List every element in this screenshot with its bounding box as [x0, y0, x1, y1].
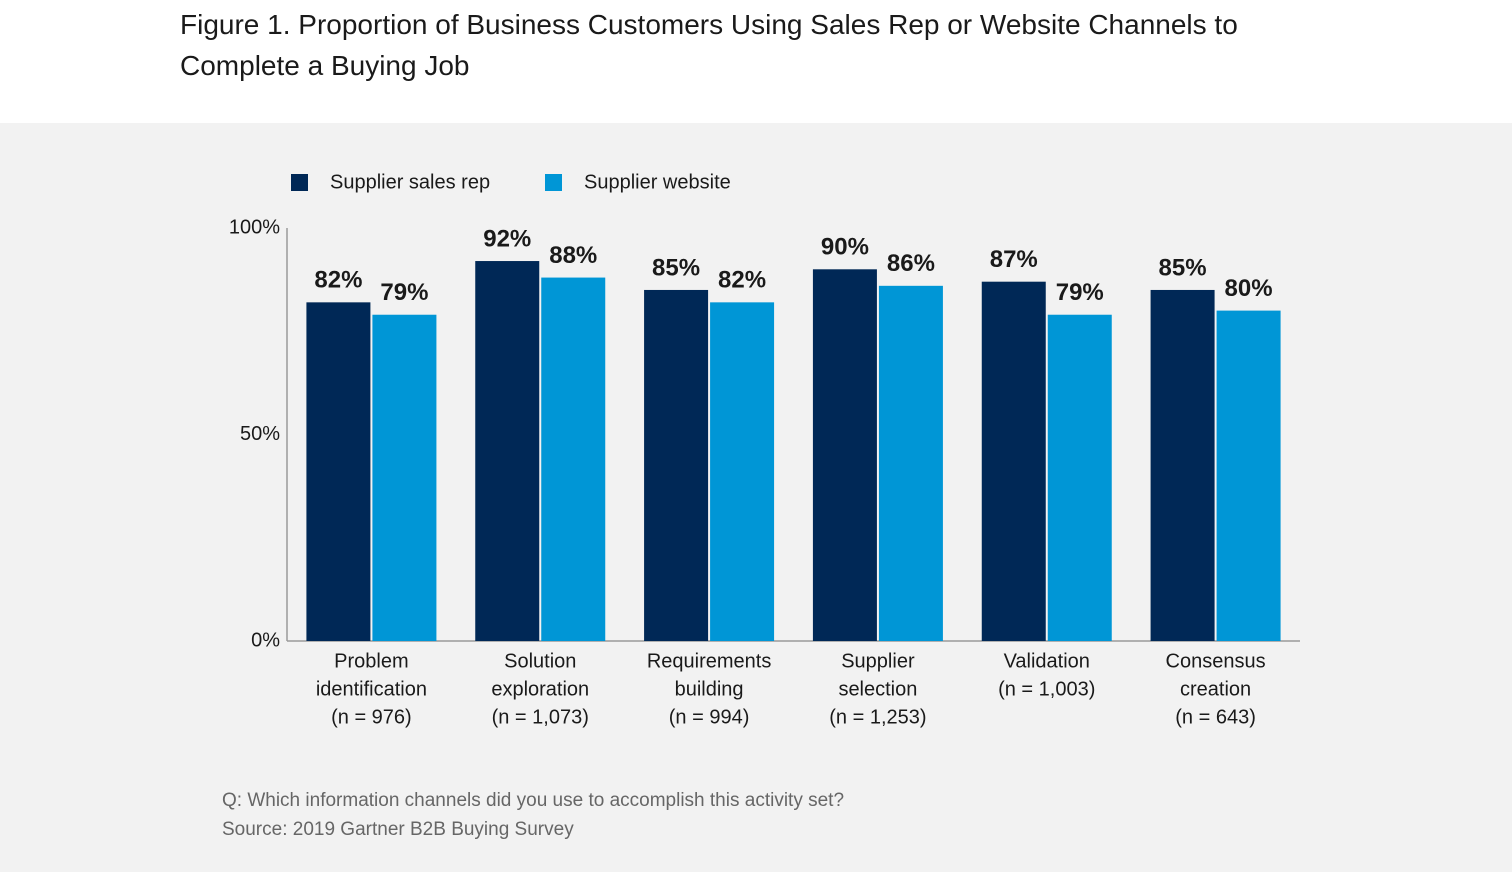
bar	[981, 281, 1046, 641]
value-label: 90%	[821, 234, 869, 261]
x-tick-label: selection	[838, 678, 917, 700]
x-tick-label: (n = 643)	[1175, 706, 1256, 728]
y-tick-label: 100%	[229, 216, 280, 238]
value-label: 92%	[483, 225, 531, 252]
legend-swatch	[291, 174, 308, 191]
bar	[710, 302, 775, 641]
value-label: 87%	[990, 246, 1038, 273]
x-tick-label: exploration	[491, 678, 589, 700]
legend-label: Supplier website	[584, 171, 731, 193]
legend-label: Supplier sales rep	[330, 171, 490, 193]
bar	[1150, 289, 1215, 641]
value-label: 85%	[1159, 254, 1207, 281]
value-label: 82%	[718, 267, 766, 294]
x-tick-label: creation	[1180, 678, 1251, 700]
bar	[878, 285, 943, 641]
bar	[1216, 310, 1281, 641]
x-tick-label: Supplier	[841, 650, 915, 672]
bar	[1047, 314, 1112, 641]
x-tick-label: (n = 1,253)	[829, 706, 926, 728]
bar	[306, 302, 371, 641]
value-label: 86%	[887, 250, 935, 277]
bar	[812, 269, 877, 641]
x-tick-label: identification	[316, 678, 427, 700]
value-label: 82%	[314, 267, 362, 294]
x-tick-label: Problem	[334, 650, 408, 672]
x-tick-label: (n = 1,073)	[492, 706, 589, 728]
x-tick-label: (n = 994)	[669, 706, 750, 728]
value-label: 79%	[380, 279, 428, 306]
x-tick-label: Solution	[504, 650, 576, 672]
bar	[541, 277, 606, 641]
chart-title: Figure 1. Proportion of Business Custome…	[180, 9, 1238, 81]
x-tick-label: (n = 976)	[331, 706, 412, 728]
value-label: 88%	[549, 242, 597, 269]
x-tick-label: building	[675, 678, 744, 700]
x-tick-label: Requirements	[647, 650, 772, 672]
bar	[644, 289, 709, 641]
y-tick-label: 50%	[240, 423, 280, 445]
bar	[475, 261, 540, 641]
value-label: 80%	[1225, 275, 1273, 302]
footnote: Q: Which information channels did you us…	[222, 790, 844, 811]
footnote: Source: 2019 Gartner B2B Buying Survey	[222, 819, 574, 840]
x-tick-label: Validation	[1004, 650, 1090, 672]
legend-swatch	[545, 174, 562, 191]
bar	[372, 314, 437, 641]
x-tick-label: Consensus	[1166, 650, 1266, 672]
value-label: 79%	[1056, 279, 1104, 306]
y-tick-label: 0%	[251, 629, 280, 651]
value-label: 85%	[652, 254, 700, 281]
x-tick-label: (n = 1,003)	[998, 678, 1095, 700]
